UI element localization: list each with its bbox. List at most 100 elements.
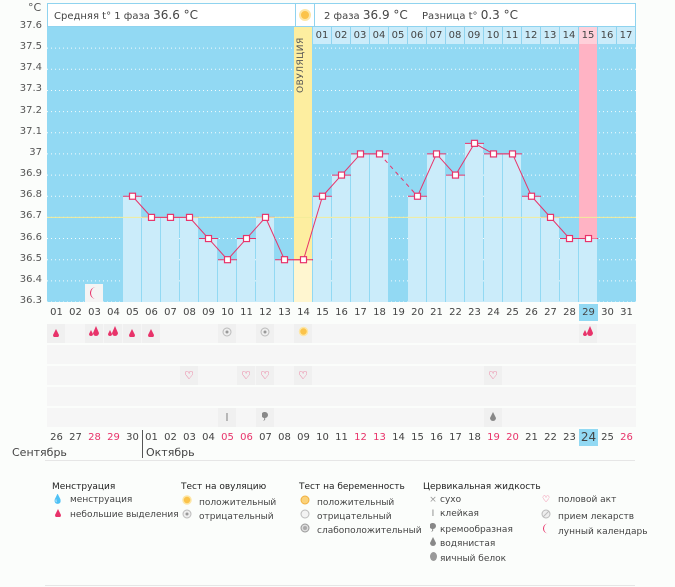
post-ovulation-day[interactable]: 12 bbox=[522, 27, 541, 44]
calendar-date[interactable]: 05 bbox=[221, 432, 234, 443]
symbol-cell[interactable] bbox=[484, 408, 502, 427]
cycle-day[interactable]: 22 bbox=[449, 307, 462, 318]
symbol-cell[interactable] bbox=[123, 324, 141, 343]
calendar-date[interactable]: 25 bbox=[601, 432, 614, 443]
post-ovulation-day[interactable]: 04 bbox=[370, 27, 389, 44]
calendar-date[interactable]: 30 bbox=[126, 432, 139, 443]
symbol-cell[interactable] bbox=[579, 324, 597, 343]
post-ovulation-day[interactable]: 17 bbox=[617, 27, 636, 44]
cycle-day[interactable]: 30 bbox=[601, 307, 614, 318]
symbol-cell[interactable] bbox=[256, 324, 274, 343]
symbol-cell[interactable] bbox=[47, 324, 65, 343]
symbol-cell[interactable]: ♡ bbox=[180, 366, 198, 385]
calendar-date[interactable]: 14 bbox=[392, 432, 405, 443]
post-ovulation-day[interactable]: 02 bbox=[332, 27, 351, 44]
cycle-day[interactable]: 16 bbox=[335, 307, 348, 318]
calendar-date[interactable]: 24 bbox=[579, 429, 598, 446]
symbol-cell[interactable] bbox=[294, 324, 312, 343]
post-ovulation-day[interactable]: 03 bbox=[351, 27, 370, 44]
cycle-day[interactable]: 10 bbox=[221, 307, 234, 318]
calendar-date[interactable]: 06 bbox=[240, 432, 253, 443]
calendar-date[interactable]: 03 bbox=[183, 432, 196, 443]
cycle-day[interactable]: 09 bbox=[202, 307, 215, 318]
calendar-date[interactable]: 19 bbox=[487, 432, 500, 443]
cycle-day[interactable]: 08 bbox=[183, 307, 196, 318]
calendar-date[interactable]: 17 bbox=[449, 432, 462, 443]
post-ovulation-day[interactable]: 16 bbox=[598, 27, 617, 44]
symbol-cell[interactable] bbox=[142, 324, 160, 343]
cycle-day[interactable]: 28 bbox=[563, 307, 576, 318]
calendar-date[interactable]: 04 bbox=[202, 432, 215, 443]
cycle-day[interactable]: 06 bbox=[145, 307, 158, 318]
legend-fluid-watery: водянистая bbox=[429, 537, 495, 549]
cycle-day[interactable]: 23 bbox=[468, 307, 481, 318]
ovulation-test-positive-icon bbox=[298, 326, 309, 340]
cycle-day[interactable]: 02 bbox=[69, 307, 82, 318]
calendar-date[interactable]: 11 bbox=[335, 432, 348, 443]
calendar-date[interactable]: 26 bbox=[50, 432, 63, 443]
calendar-date[interactable]: 21 bbox=[525, 432, 538, 443]
calendar-date[interactable]: 02 bbox=[164, 432, 177, 443]
symbol-cell[interactable] bbox=[104, 324, 122, 343]
symbol-cell[interactable] bbox=[218, 324, 236, 343]
cycle-day[interactable]: 03 bbox=[88, 307, 101, 318]
calendar-date[interactable]: 07 bbox=[259, 432, 272, 443]
calendar-date[interactable]: 10 bbox=[316, 432, 329, 443]
cycle-day[interactable]: 20 bbox=[411, 307, 424, 318]
post-ovulation-day[interactable]: 08 bbox=[446, 27, 465, 44]
post-ovulation-day[interactable]: 09 bbox=[465, 27, 484, 44]
cycle-day[interactable]: 05 bbox=[126, 307, 139, 318]
cycle-day[interactable]: 04 bbox=[107, 307, 120, 318]
cycle-day[interactable]: 19 bbox=[392, 307, 405, 318]
cycle-day[interactable]: 11 bbox=[240, 307, 253, 318]
calendar-date[interactable]: 15 bbox=[411, 432, 424, 443]
symbol-cell[interactable] bbox=[256, 408, 274, 427]
symbol-cell[interactable]: ♡ bbox=[256, 366, 274, 385]
calendar-date[interactable]: 13 bbox=[373, 432, 386, 443]
calendar-date[interactable]: 26 bbox=[620, 432, 633, 443]
calendar-date[interactable]: 27 bbox=[69, 432, 82, 443]
calendar-date[interactable]: 16 bbox=[430, 432, 443, 443]
calendar-date[interactable]: 28 bbox=[88, 432, 101, 443]
calendar-date[interactable]: 20 bbox=[506, 432, 519, 443]
symbol-cell[interactable]: ♡ bbox=[237, 366, 255, 385]
cycle-day[interactable]: 29 bbox=[579, 304, 598, 321]
post-ovulation-day[interactable]: 05 bbox=[389, 27, 408, 44]
post-ovulation-day[interactable]: 01 bbox=[313, 27, 332, 44]
calendar-date[interactable]: 23 bbox=[563, 432, 576, 443]
watery-icon bbox=[429, 537, 437, 549]
calendar-date[interactable]: 01 bbox=[145, 432, 158, 443]
cycle-day[interactable]: 18 bbox=[373, 307, 386, 318]
post-ovulation-day[interactable]: 10 bbox=[484, 27, 503, 44]
cycle-day[interactable]: 25 bbox=[506, 307, 519, 318]
calendar-date[interactable]: 29 bbox=[107, 432, 120, 443]
cycle-day[interactable]: 21 bbox=[430, 307, 443, 318]
cycle-day[interactable]: 01 bbox=[50, 307, 63, 318]
cycle-day[interactable]: 13 bbox=[278, 307, 291, 318]
symbol-cell[interactable]: ♡ bbox=[294, 366, 312, 385]
calendar-date[interactable]: 12 bbox=[354, 432, 367, 443]
cycle-day[interactable]: 07 bbox=[164, 307, 177, 318]
cycle-day[interactable]: 27 bbox=[544, 307, 557, 318]
calendar-date[interactable]: 09 bbox=[297, 432, 310, 443]
symbol-cell[interactable]: I bbox=[218, 408, 236, 427]
post-ovulation-day[interactable]: 11 bbox=[503, 27, 522, 44]
calendar-date[interactable]: 18 bbox=[468, 432, 481, 443]
cycle-day[interactable]: 17 bbox=[354, 307, 367, 318]
cycle-day[interactable]: 14 bbox=[297, 307, 310, 318]
symbol-cell[interactable] bbox=[85, 324, 103, 343]
post-ovulation-day[interactable]: 13 bbox=[541, 27, 560, 44]
calendar-date[interactable]: 22 bbox=[544, 432, 557, 443]
post-ovulation-day[interactable]: 15 bbox=[579, 27, 598, 44]
post-ovulation-day[interactable]: 14 bbox=[560, 27, 579, 44]
calendar-date[interactable]: 08 bbox=[278, 432, 291, 443]
temperature-point bbox=[432, 150, 441, 158]
cycle-day[interactable]: 12 bbox=[259, 307, 272, 318]
cycle-day[interactable]: 24 bbox=[487, 307, 500, 318]
cycle-day[interactable]: 31 bbox=[620, 307, 633, 318]
post-ovulation-day[interactable]: 06 bbox=[408, 27, 427, 44]
cycle-day[interactable]: 15 bbox=[316, 307, 329, 318]
cycle-day[interactable]: 26 bbox=[525, 307, 538, 318]
symbol-cell[interactable]: ♡ bbox=[484, 366, 502, 385]
post-ovulation-day[interactable]: 07 bbox=[427, 27, 446, 44]
